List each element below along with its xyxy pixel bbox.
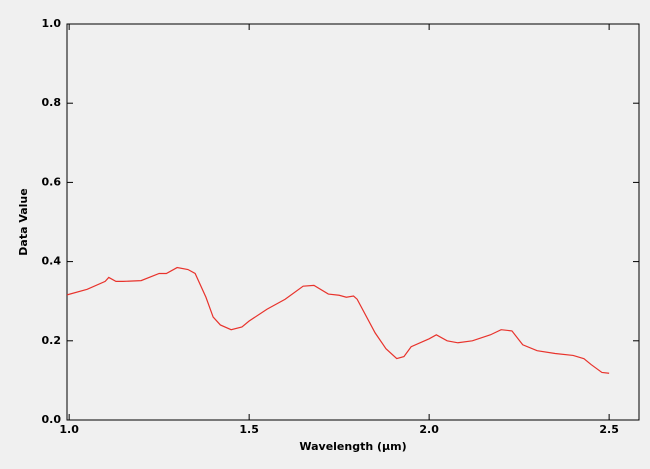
x-axis-label: Wavelength (µm) [299,440,406,453]
data-line [66,266,610,374]
y-tick-label: 1.0 [42,17,62,30]
y-tick-label: 0.8 [42,96,62,109]
x-tick-label: 1.0 [59,423,79,436]
y-tick-label: 0.2 [42,334,62,347]
plot-frame [66,23,640,421]
x-tick-label: 2.5 [599,423,619,436]
y-tick-label: 0.6 [42,175,62,188]
x-tick-label: 1.5 [239,423,259,436]
x-tick-label: 2.0 [419,423,439,436]
y-tick-label: 0.0 [42,413,62,426]
y-tick-label: 0.4 [42,255,62,268]
y-axis-label: Data Value [17,188,30,255]
